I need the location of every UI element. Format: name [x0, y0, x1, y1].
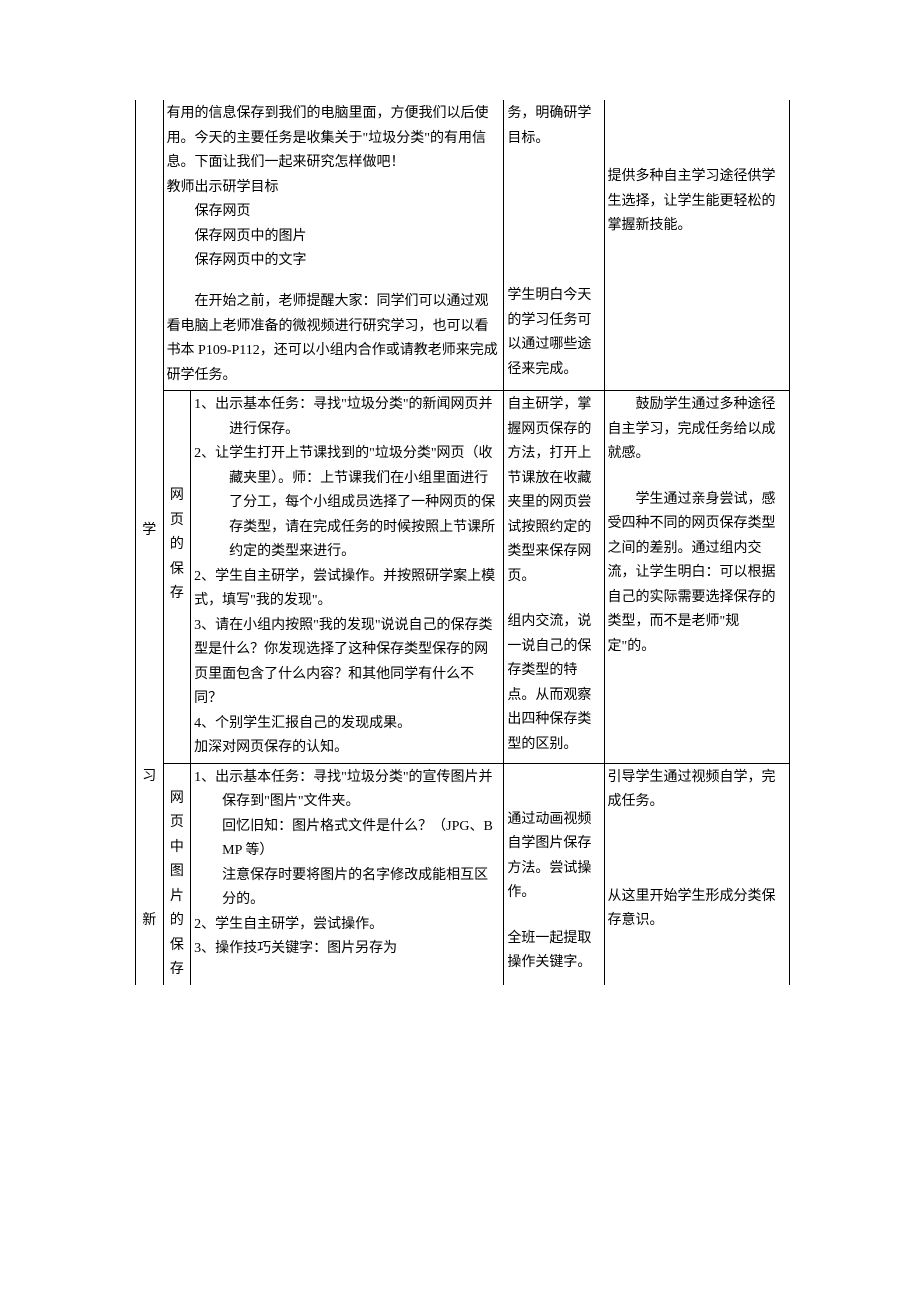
vert-text: 页 [167, 509, 188, 534]
paragraph: 保存网页中的图片 [167, 225, 501, 250]
list-item: 4、个别学生汇报自己的发现成果。 [194, 712, 500, 737]
cell-design-intent: 鼓励学生通过多种途径自主学习，完成任务给以成就感。 学生通过亲身尝试，感受四种不… [604, 391, 789, 764]
cell-student-activity: 务，明确研学目标。 学生明白今天的学习任务可以通过哪些途径来完成。 [504, 100, 604, 391]
list-item: 1、出示基本任务：寻找"垃圾分类"的新闻网页并进行保存。 [194, 393, 500, 442]
vert-text: 网 [167, 787, 188, 812]
vert-text: 存 [167, 958, 188, 983]
cell-col1 [136, 100, 164, 391]
cell-subsection-label: 网 页 中 图 片 的 保 存 [163, 763, 191, 985]
vert-text: 的 [167, 909, 188, 934]
list-item: 2、学生自主研学，尝试操作。 [194, 913, 500, 938]
table-row: 有用的信息保存到我们的电脑里面，方便我们以后使用。今天的主要任务是收集关于"垃圾… [136, 100, 790, 391]
vert-text: 片 [167, 885, 188, 910]
paragraph: 全班一起提取操作关键字。 [507, 927, 600, 976]
cell-student-activity: 自主研学，掌握网页保存的方法，打开上节课放在收藏夹里的网页尝试按照约定的类型来保… [504, 391, 604, 764]
lesson-plan-table: 有用的信息保存到我们的电脑里面，方便我们以后使用。今天的主要任务是收集关于"垃圾… [135, 100, 790, 985]
paragraph: 保存网页中的文字 [167, 249, 501, 274]
cell-design-intent: 引导学生通过视频自学，完成任务。 从这里开始学生形成分类保存意识。 [604, 763, 789, 985]
list-item: 2、让学生打开上节课找到的"垃圾分类"网页（收藏夹里）。师：上节课我们在小组里面… [194, 442, 500, 565]
vert-text: 保 [167, 934, 188, 959]
cell-section-label: 学 [136, 391, 164, 764]
cell-design-intent: 提供多种自主学习途径供学生选择，让学生能更轻松的掌握新技能。 [604, 100, 789, 391]
list-item: 注意保存时要将图片的名字修改成能相互区分的。 [194, 864, 500, 913]
paragraph: 保存网页 [167, 200, 501, 225]
paragraph: 自主研学，掌握网页保存的方法，打开上节课放在收藏夹里的网页尝试按照约定的类型来保… [507, 393, 600, 589]
list-item: 加深对网页保存的认知。 [194, 736, 500, 761]
cell-student-activity: 通过动画视频自学图片保存方法。尝试操作。 全班一起提取操作关键字。 [504, 763, 604, 985]
paragraph: 组内交流，说一说自己的保存类型的特点。从而观察出四种保存类型的区别。 [507, 610, 600, 757]
paragraph: 在开始之前，老师提醒大家：同学们可以通过观看电脑上老师准备的微视频进行研究学习，… [167, 290, 501, 388]
list-item: 回忆旧知：图片格式文件是什么？（JPG、BMP 等） [194, 815, 500, 864]
cell-teacher-activity: 1、出示基本任务：寻找"垃圾分类"的宣传图片并保存到"图片"文件夹。 回忆旧知：… [191, 763, 504, 985]
cell-teacher-activity: 有用的信息保存到我们的电脑里面，方便我们以后使用。今天的主要任务是收集关于"垃圾… [163, 100, 504, 391]
vert-text: 网 [167, 484, 188, 509]
paragraph: 务，明确研学目标。 [507, 102, 600, 151]
vert-text: 保 [167, 558, 188, 583]
paragraph: 学生通过亲身尝试，感受四种不同的网页保存类型之间的差别。通过组内交流，让学生明白… [608, 488, 786, 660]
vert-char: 习 [139, 765, 160, 790]
vert-text: 的 [167, 533, 188, 558]
list-item: 3、请在小组内按照"我的发现"说说自己的保存类型是什么？你发现选择了这种保存类型… [194, 614, 500, 712]
vert-char: 新 [139, 909, 160, 934]
paragraph: 从这里开始学生形成分类保存意识。 [608, 885, 786, 934]
vert-text: 存 [167, 582, 188, 607]
cell-teacher-activity: 1、出示基本任务：寻找"垃圾分类"的新闻网页并进行保存。 2、让学生打开上节课找… [191, 391, 504, 764]
paragraph: 引导学生通过视频自学，完成任务。 [608, 766, 786, 815]
paragraph: 教师出示研学目标 [167, 176, 501, 201]
list-item: 3、操作技巧关键字：图片另存为 [194, 937, 500, 962]
list-item: 2、学生自主研学，尝试操作。并按照研学案上模式，填写"我的发现"。 [194, 565, 500, 614]
table-row: 习 新 网 页 中 图 片 的 保 存 1、出示基本任务：寻找"垃圾分类"的宣传… [136, 763, 790, 985]
vert-char: 学 [139, 519, 160, 544]
table-row: 学 网 页 的 保 存 1、出示基本任务：寻找"垃圾分类"的新闻网页并进行保存。… [136, 391, 790, 764]
paragraph: 通过动画视频自学图片保存方法。尝试操作。 [507, 808, 600, 906]
paragraph: 提供多种自主学习途径供学生选择，让学生能更轻松的掌握新技能。 [608, 165, 786, 239]
vert-text: 页 [167, 811, 188, 836]
list-item: 1、出示基本任务：寻找"垃圾分类"的宣传图片并保存到"图片"文件夹。 [194, 766, 500, 815]
cell-section-label: 习 新 [136, 763, 164, 985]
paragraph: 有用的信息保存到我们的电脑里面，方便我们以后使用。今天的主要任务是收集关于"垃圾… [167, 102, 501, 176]
vert-text: 中 [167, 836, 188, 861]
vert-text: 图 [167, 860, 188, 885]
paragraph: 学生明白今天的学习任务可以通过哪些途径来完成。 [507, 284, 600, 382]
paragraph: 鼓励学生通过多种途径自主学习，完成任务给以成就感。 [608, 393, 786, 467]
cell-subsection-label: 网 页 的 保 存 [163, 391, 191, 764]
